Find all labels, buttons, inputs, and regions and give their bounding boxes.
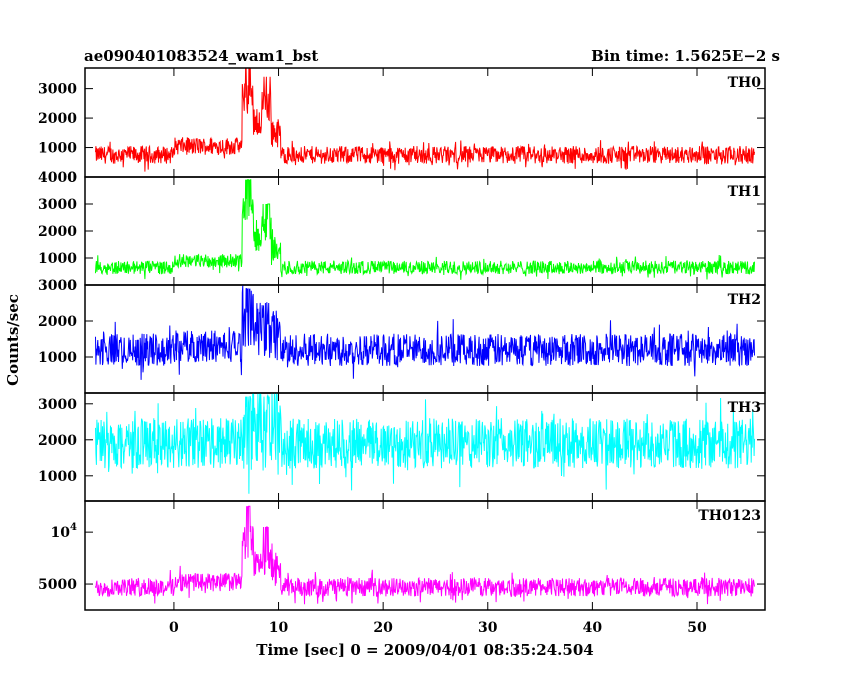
y-tick-label: 3000 <box>38 278 77 294</box>
y-tick-label: 2000 <box>38 111 77 127</box>
series-line-th1 <box>95 179 755 280</box>
y-tick-label: 1000 <box>38 141 77 157</box>
x-tick-label: 30 <box>478 620 498 636</box>
panel-label-th3: TH3 <box>728 400 761 416</box>
y-tick-label: 2000 <box>38 314 77 330</box>
y-tick-label: 0 <box>67 170 77 186</box>
y-tick-label: 1000 <box>38 350 77 366</box>
panel-label-th0: TH0 <box>728 75 762 91</box>
x-tick-label: 10 <box>269 620 289 636</box>
panel-label-th2: TH2 <box>728 292 761 308</box>
x-tick-label: 20 <box>373 620 393 636</box>
panels-group: 0 1000 2000 3000 TH0 0 1000 2000 3000 4000 TH1 1000… <box>38 67 766 636</box>
y-tick-label: 3000 <box>38 82 77 98</box>
y-tick-label: 4000 <box>38 170 77 186</box>
chart-title: ae090401083524_wam1_bst <box>84 47 318 65</box>
y-tick-label: 3000 <box>38 397 77 413</box>
panel-label-th0123: TH0123 <box>698 508 761 524</box>
y-tick-label: 2000 <box>38 433 77 449</box>
panel-frame-th0123 <box>84 500 766 611</box>
bin-time-label: Bin time: 1.5625E−2 s <box>591 47 780 65</box>
y-axis-label: Counts/sec <box>4 294 22 386</box>
series-line-th2 <box>95 285 755 380</box>
y-tick-label: 5000 <box>38 577 77 593</box>
y-tick-label: 0 <box>67 278 77 294</box>
y-tick-label: 3000 <box>38 197 77 213</box>
y-tick-label: 104 <box>51 522 77 541</box>
y-tick-label: 1000 <box>38 251 77 267</box>
x-tick-label: 40 <box>583 620 603 636</box>
panel-label-th1: TH1 <box>728 184 761 200</box>
series-line-th0123 <box>95 505 755 605</box>
x-tick-label: 0 <box>169 620 179 636</box>
y-tick-label: 2000 <box>38 224 77 240</box>
x-axis-label: Time [sec] 0 = 2009/04/01 08:35:24.504 <box>256 641 593 659</box>
y-tick-label: 1000 <box>38 469 77 485</box>
series-line-th0 <box>95 68 755 172</box>
x-tick-label: 50 <box>687 620 707 636</box>
series-line-th3 <box>95 393 755 494</box>
